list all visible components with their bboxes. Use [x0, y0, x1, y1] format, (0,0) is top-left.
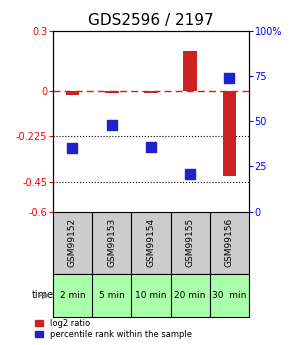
Bar — [183, 51, 197, 91]
Point — [109, 122, 114, 128]
Point — [227, 75, 232, 81]
Text: 5 min: 5 min — [99, 291, 125, 300]
Title: GDS2596 / 2197: GDS2596 / 2197 — [88, 13, 214, 29]
Bar — [105, 91, 118, 93]
Point — [70, 146, 75, 151]
Text: GSM99156: GSM99156 — [225, 218, 234, 267]
Text: 20 min: 20 min — [174, 291, 206, 300]
Bar — [66, 91, 79, 95]
Text: 2 min: 2 min — [59, 291, 85, 300]
Text: GSM99153: GSM99153 — [107, 218, 116, 267]
Legend: log2 ratio, percentile rank within the sample: log2 ratio, percentile rank within the s… — [33, 317, 194, 341]
Text: GSM99152: GSM99152 — [68, 218, 77, 267]
Text: GSM99154: GSM99154 — [146, 218, 155, 267]
Bar — [223, 91, 236, 176]
Text: GSM99155: GSM99155 — [186, 218, 195, 267]
Point — [149, 144, 153, 149]
Text: 30  min: 30 min — [212, 291, 247, 300]
Text: time: time — [31, 290, 54, 300]
Bar — [144, 91, 158, 93]
Text: 10 min: 10 min — [135, 291, 167, 300]
Point — [188, 171, 193, 177]
